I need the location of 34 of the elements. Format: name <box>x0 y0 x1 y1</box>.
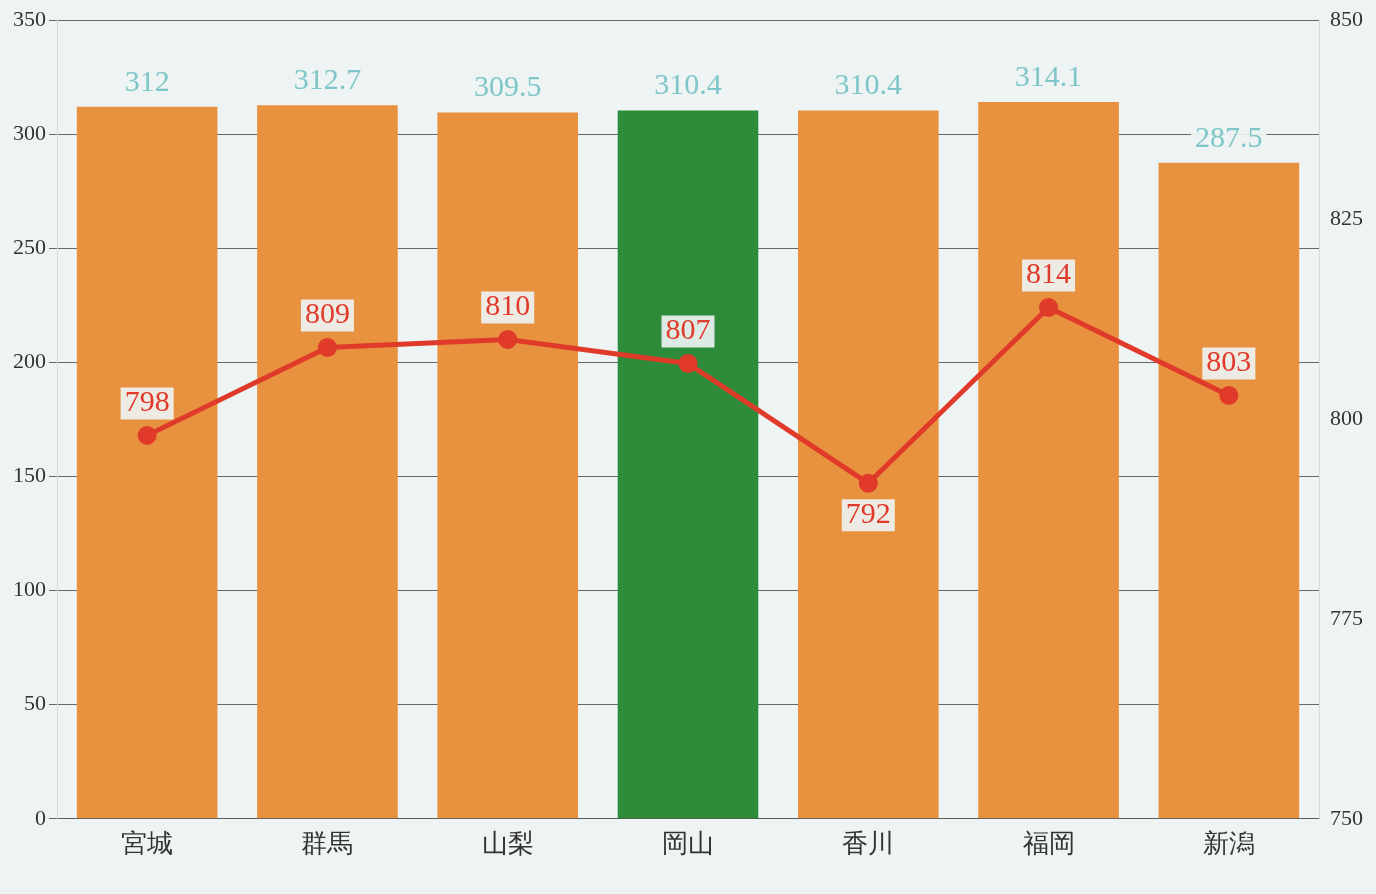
y2-tick-label: 800 <box>1330 405 1363 431</box>
data-label: 314.1 <box>1014 58 1083 92</box>
y2-tick-label: 775 <box>1330 604 1363 630</box>
data-label: 309.5 <box>473 69 542 103</box>
data-label: 807 <box>665 312 711 346</box>
data-label: 809 <box>304 296 350 330</box>
x-tick-label: 新潟 <box>1202 829 1255 859</box>
y2-tick-label: 825 <box>1330 205 1363 231</box>
y-tick-label: 250 <box>13 234 46 260</box>
data-label: 810 <box>485 288 531 322</box>
data-label: 792 <box>845 496 891 530</box>
data-label: 814 <box>1026 256 1072 290</box>
x-tick-label: 岡山 <box>662 829 714 859</box>
data-label: 287.5 <box>1195 119 1263 153</box>
data-label: 803 <box>1206 344 1252 378</box>
y2-tick-label: 850 <box>1330 5 1363 31</box>
x-tick-label: 群馬 <box>301 829 354 859</box>
data-label: 310.4 <box>834 67 903 101</box>
y-tick-label: 200 <box>13 348 46 374</box>
y-tick-label: 50 <box>24 690 46 716</box>
x-tick-label: 香川 <box>842 829 895 859</box>
data-label: 312 <box>124 63 170 97</box>
y-tick-label: 0 <box>35 804 46 830</box>
data-label: 312.7 <box>293 62 362 95</box>
y-tick-label: 100 <box>13 576 46 602</box>
x-tick-label: 宮城 <box>121 829 174 859</box>
y-tick-label: 350 <box>13 5 46 31</box>
y-tick-label: 300 <box>13 119 46 145</box>
x-tick-label: 山梨 <box>481 829 534 859</box>
y-tick-label: 150 <box>13 462 46 488</box>
x-tick-label: 福岡 <box>1022 829 1075 859</box>
data-label: 310.4 <box>654 67 722 101</box>
y2-tick-label: 750 <box>1330 804 1363 830</box>
data-label: 798 <box>124 384 170 418</box>
